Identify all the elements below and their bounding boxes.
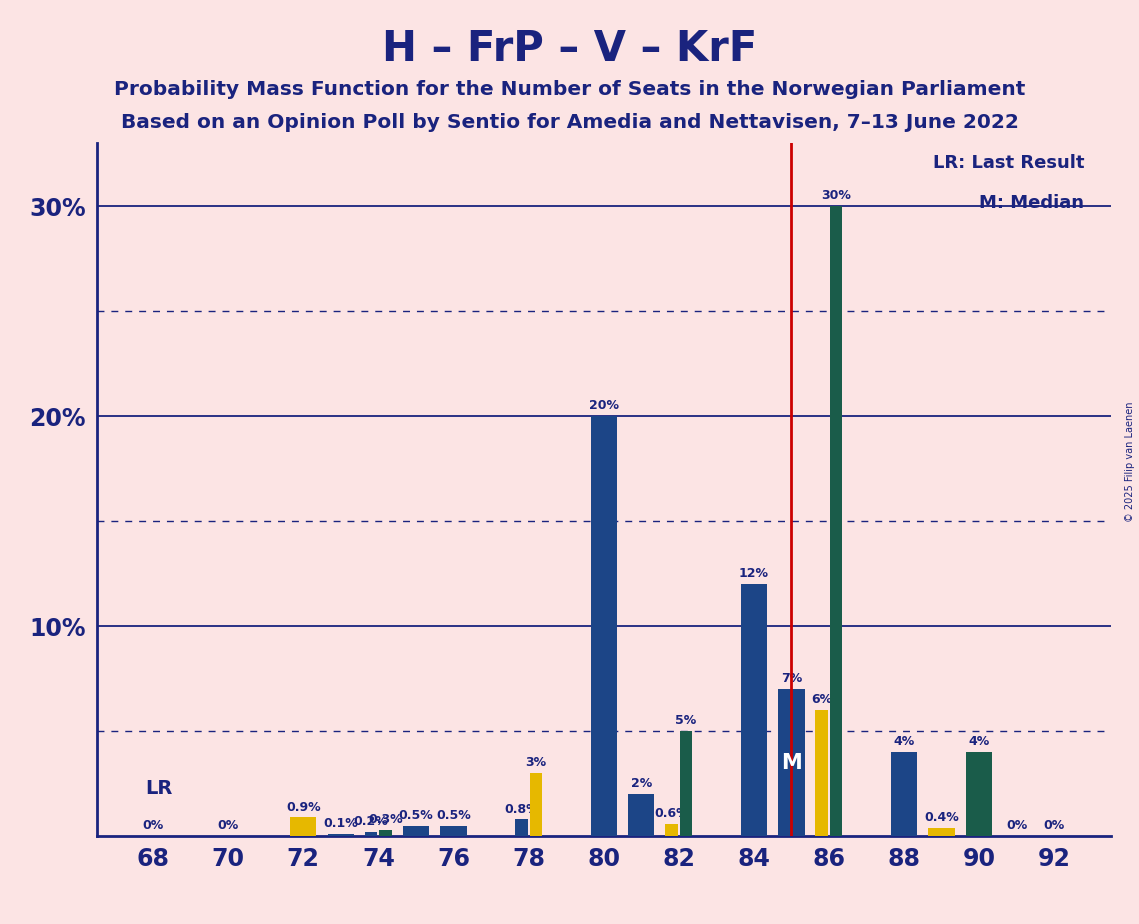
- Bar: [966, 752, 992, 836]
- Text: 12%: 12%: [739, 567, 769, 580]
- Bar: [928, 828, 954, 836]
- Text: 0.4%: 0.4%: [924, 811, 959, 824]
- Bar: [515, 820, 527, 836]
- Text: 6%: 6%: [811, 693, 833, 707]
- Text: 0%: 0%: [1006, 820, 1027, 833]
- Bar: [891, 752, 917, 836]
- Bar: [778, 689, 804, 836]
- Text: 0.5%: 0.5%: [436, 808, 470, 822]
- Text: H – FrP – V – KrF: H – FrP – V – KrF: [382, 28, 757, 69]
- Text: 30%: 30%: [821, 189, 851, 202]
- Text: 0%: 0%: [218, 820, 239, 833]
- Bar: [590, 416, 617, 836]
- Bar: [328, 834, 354, 836]
- Text: 0.3%: 0.3%: [368, 813, 403, 826]
- Text: 0.2%: 0.2%: [354, 815, 388, 828]
- Text: 20%: 20%: [589, 399, 618, 412]
- Text: 0.1%: 0.1%: [323, 818, 359, 831]
- Bar: [530, 773, 542, 836]
- Bar: [816, 711, 828, 836]
- Text: © 2025 Filip van Laenen: © 2025 Filip van Laenen: [1125, 402, 1134, 522]
- Text: 0.9%: 0.9%: [286, 800, 320, 813]
- Text: 4%: 4%: [893, 736, 915, 748]
- Bar: [740, 584, 767, 836]
- Text: 0.5%: 0.5%: [399, 808, 433, 822]
- Text: Based on an Opinion Poll by Sentio for Amedia and Nettavisen, 7–13 June 2022: Based on an Opinion Poll by Sentio for A…: [121, 113, 1018, 132]
- Text: LR: LR: [146, 780, 173, 798]
- Text: 2%: 2%: [631, 777, 652, 790]
- Bar: [830, 206, 843, 836]
- Text: 3%: 3%: [525, 757, 547, 770]
- Text: 7%: 7%: [780, 673, 802, 686]
- Bar: [290, 818, 317, 836]
- Bar: [379, 830, 392, 836]
- Bar: [680, 731, 693, 836]
- Text: 0%: 0%: [1043, 820, 1065, 833]
- Bar: [441, 826, 467, 836]
- Text: LR: Last Result: LR: Last Result: [933, 153, 1084, 172]
- Text: Probability Mass Function for the Number of Seats in the Norwegian Parliament: Probability Mass Function for the Number…: [114, 80, 1025, 100]
- Bar: [665, 823, 678, 836]
- Bar: [364, 832, 377, 836]
- Text: 0.6%: 0.6%: [654, 807, 689, 820]
- Text: M: Median: M: Median: [980, 194, 1084, 212]
- Text: M: M: [781, 753, 802, 772]
- Bar: [403, 826, 429, 836]
- Text: 5%: 5%: [675, 714, 697, 727]
- Bar: [628, 795, 655, 836]
- Text: 4%: 4%: [968, 736, 990, 748]
- Text: 0%: 0%: [142, 820, 164, 833]
- Text: 0.8%: 0.8%: [505, 803, 539, 816]
